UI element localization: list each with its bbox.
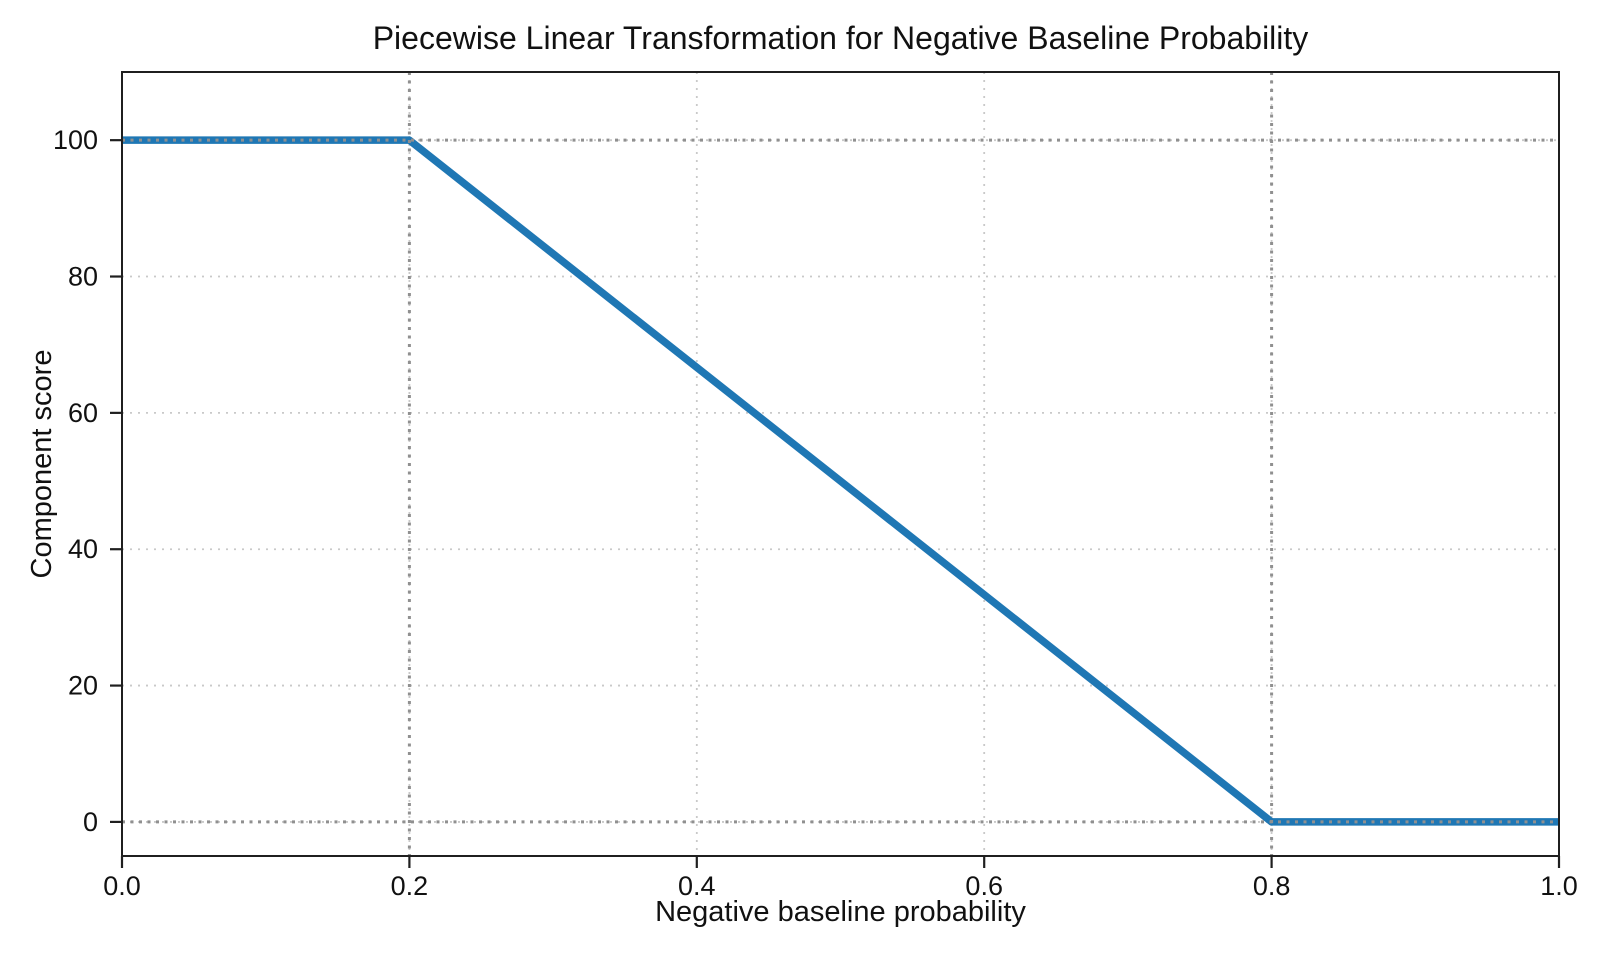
chart-title: Piecewise Linear Transformation for Nega…	[372, 20, 1309, 56]
x-tick-label-0.2: 0.2	[391, 871, 429, 901]
x-tick-label-1.0: 1.0	[1540, 871, 1578, 901]
y-tick-label-40: 40	[68, 534, 98, 564]
x-tick-label-0.6: 0.6	[965, 871, 1003, 901]
component-score-curve	[122, 136, 1559, 826]
y-tick-label-0: 0	[83, 807, 98, 837]
x-axis-label: Negative baseline probability	[655, 896, 1026, 928]
x-tick-label-0.8: 0.8	[1253, 871, 1291, 901]
y-tick-label-60: 60	[68, 398, 98, 428]
y-axis-label: Component score	[26, 349, 58, 579]
y-tick-label-100: 100	[53, 125, 98, 155]
y-tick-label-80: 80	[68, 262, 98, 292]
x-tick-label-0.4: 0.4	[678, 871, 716, 901]
y-tick-label-20: 20	[68, 671, 98, 701]
plot-border	[121, 71, 1560, 857]
x-tick-label-0.0: 0.0	[103, 871, 141, 901]
